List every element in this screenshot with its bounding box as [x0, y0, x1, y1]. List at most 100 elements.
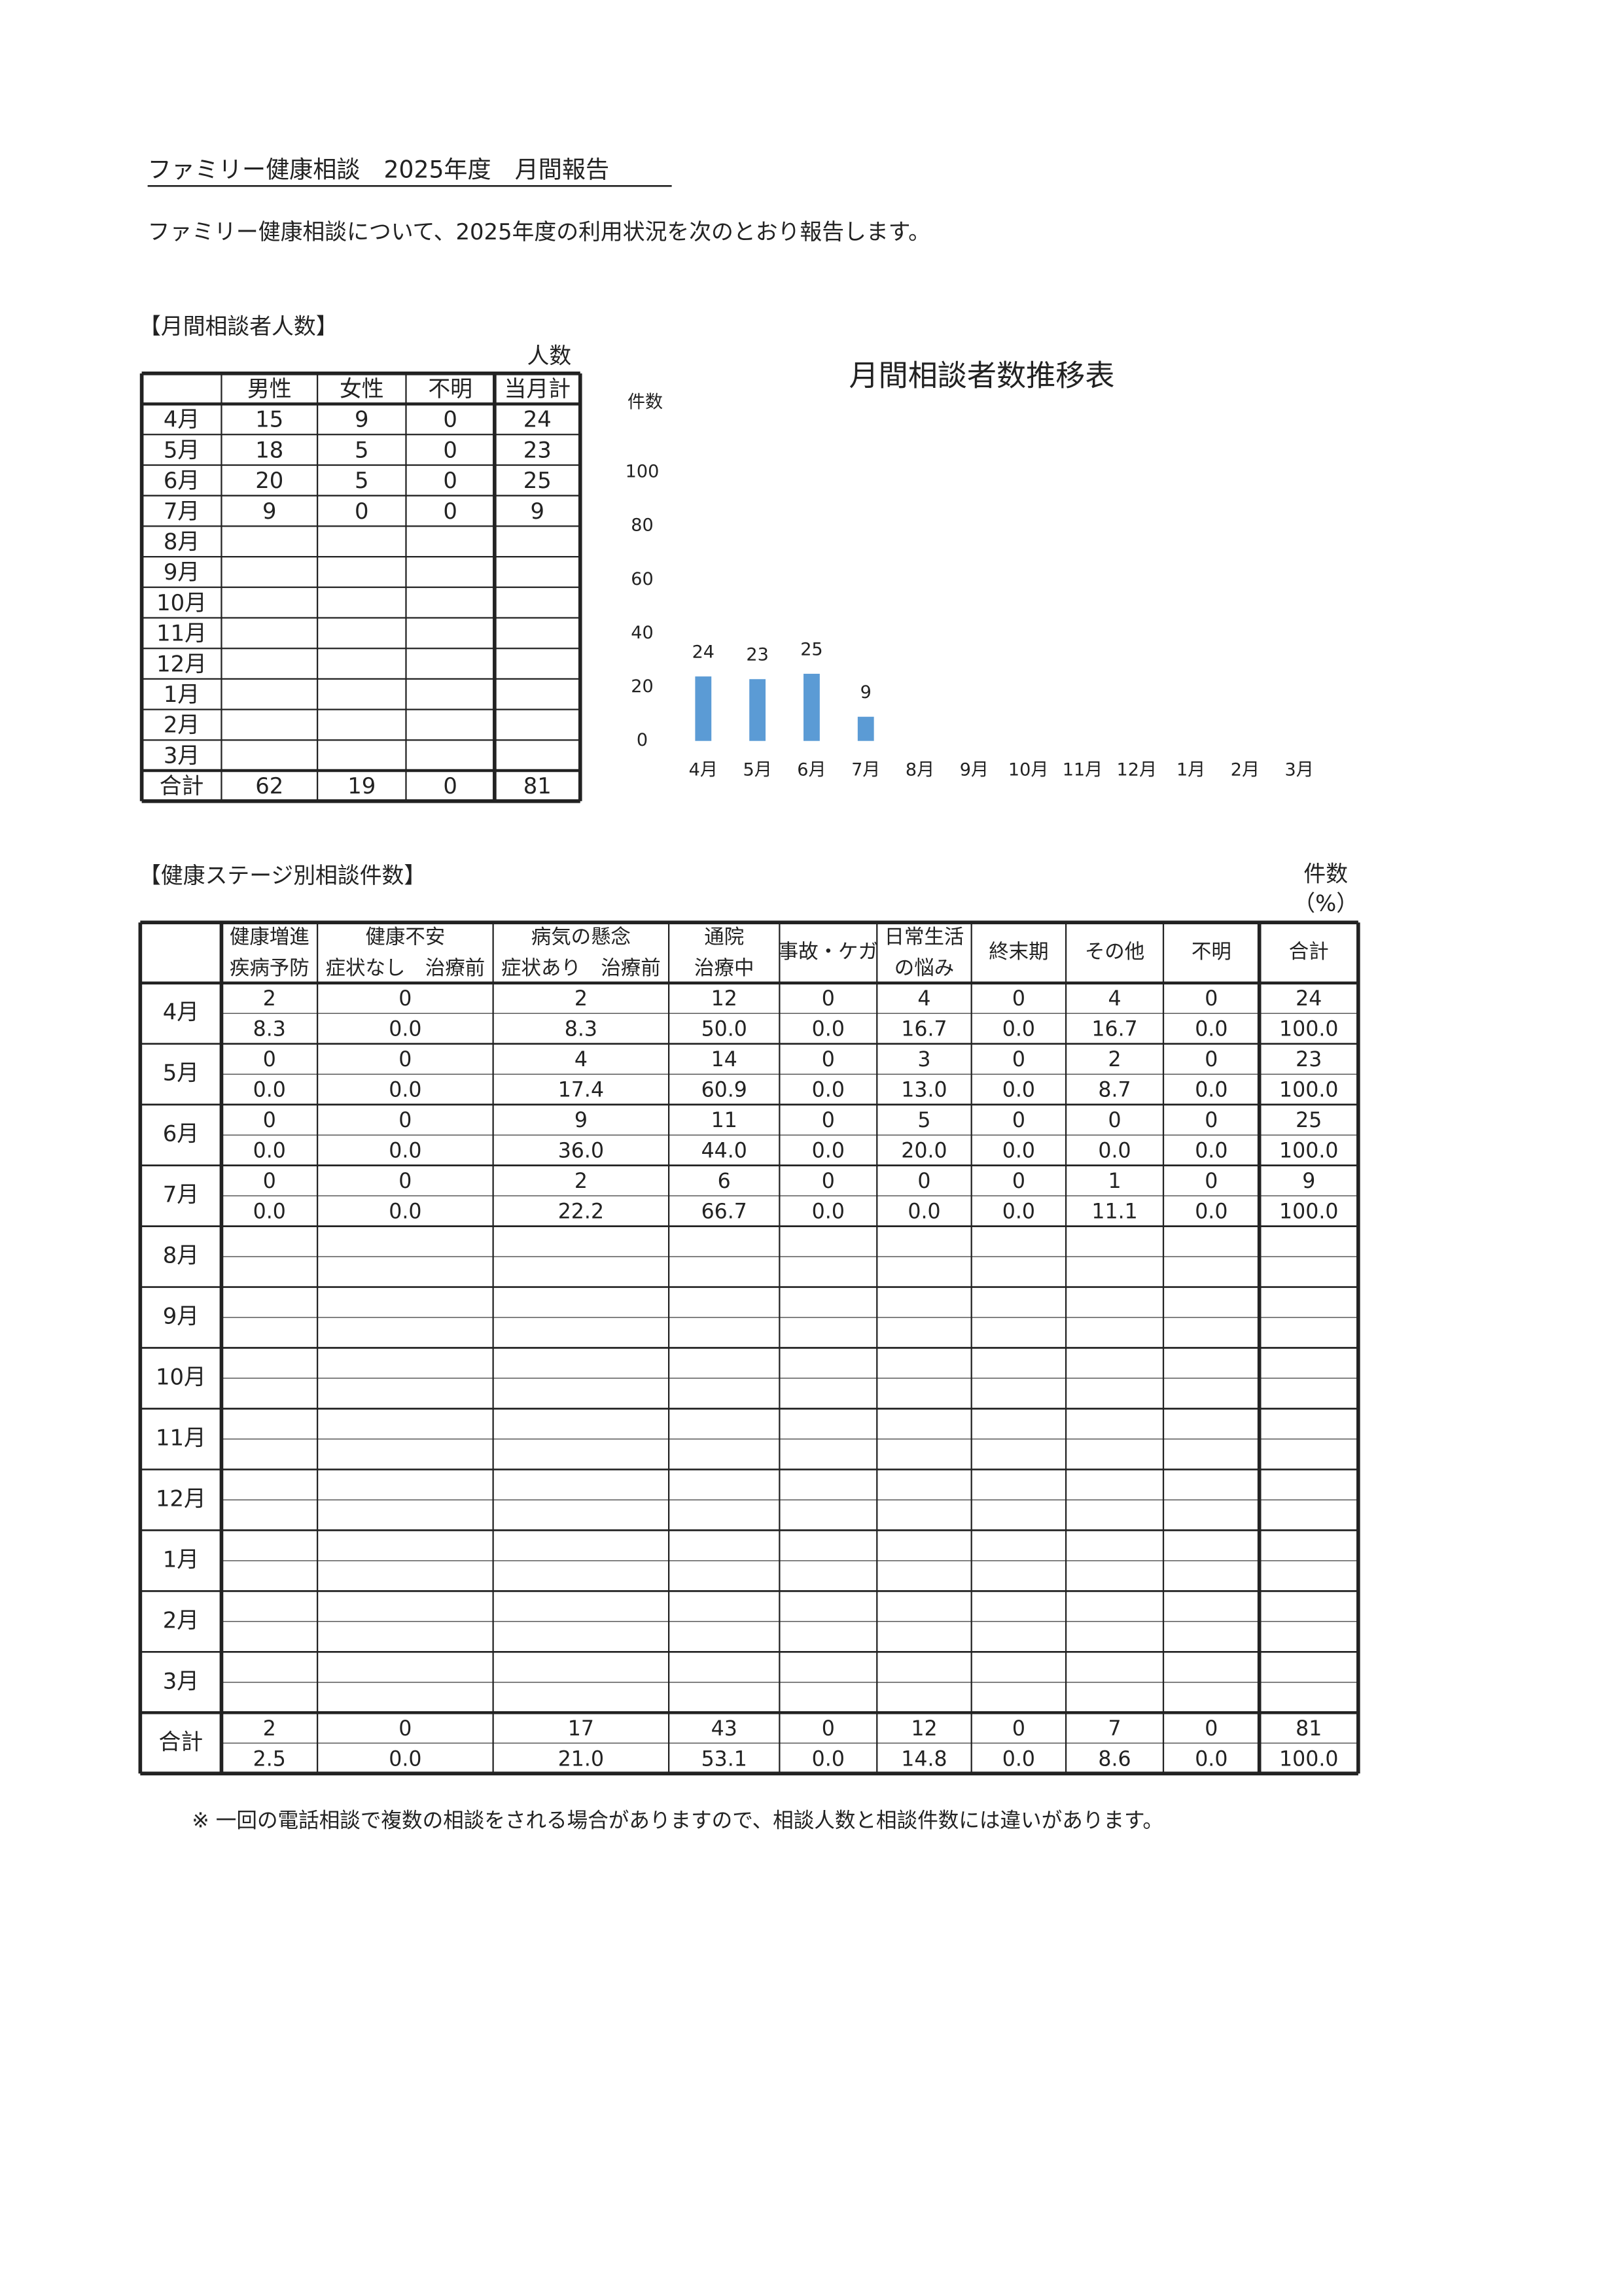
count-cell: 43: [711, 1717, 737, 1741]
percent-cell: 100.0: [1279, 1139, 1338, 1163]
column-header: 当月計: [504, 376, 571, 402]
count-cell: 0: [822, 987, 835, 1011]
column-header: 治療中: [694, 957, 754, 980]
percent-cell: 0.0: [1002, 1018, 1035, 1041]
column-header: 男性: [247, 376, 292, 402]
cell: 9: [262, 498, 277, 524]
count-cell: 0: [822, 1170, 835, 1193]
percent-cell: 100.0: [1279, 1747, 1338, 1771]
x-tick-label: 11月: [1063, 759, 1103, 780]
unit-label: 人数: [527, 343, 572, 369]
row-label: 7月: [164, 498, 200, 524]
cell: 0: [443, 468, 457, 493]
percent-cell: 53.1: [701, 1747, 747, 1771]
row-label: 合計: [160, 773, 204, 799]
chart-title: 月間相談者数推移表: [849, 358, 1114, 393]
row-label: 3月: [163, 1668, 199, 1694]
row-label: 5月: [163, 1060, 199, 1086]
percent-cell: 0.0: [389, 1079, 421, 1102]
section-title: 【健康ステージ別相談件数】: [139, 863, 426, 888]
cell: 0: [443, 498, 457, 524]
percent-cell: 8.6: [1098, 1747, 1131, 1771]
row-label: 8月: [163, 1243, 199, 1268]
y-tick-label: 20: [631, 676, 653, 697]
x-tick-label: 10月: [1008, 759, 1049, 780]
percent-cell: 0.0: [812, 1139, 845, 1163]
cell: 19: [347, 773, 376, 799]
count-cell: 1: [1108, 1170, 1121, 1193]
count-cell: 2: [574, 987, 588, 1011]
row-label: 3月: [164, 742, 200, 768]
percent-cell: 0.0: [1002, 1747, 1035, 1771]
count-cell: 0: [263, 1048, 276, 1071]
percent-cell: 0.0: [812, 1018, 845, 1041]
column-header: 日常生活: [885, 926, 964, 948]
percent-cell: 21.0: [558, 1747, 604, 1771]
percent-cell: 14.8: [901, 1747, 947, 1771]
column-header: 症状あり 治療前: [501, 957, 661, 980]
percent-cell: 8.3: [565, 1018, 597, 1041]
x-tick-label: 6月: [797, 759, 826, 780]
row-label: 合計: [159, 1729, 203, 1754]
column-header: 健康増進: [230, 926, 309, 948]
row-label: 6月: [163, 1121, 199, 1147]
doc-title: ファミリー健康相談 2025年度 月間報告: [148, 156, 609, 184]
data-label: 23: [746, 645, 768, 665]
count-cell: 4: [1108, 987, 1121, 1011]
count-cell: 12: [911, 1717, 937, 1741]
y-tick-label: 80: [631, 515, 653, 536]
percent-cell: 0.0: [1195, 1747, 1227, 1771]
percent-cell: 44.0: [701, 1139, 747, 1163]
cell: 0: [355, 498, 369, 524]
column-header: 事故・ケガ: [779, 941, 878, 964]
column-header: 症状なし 治療前: [326, 957, 485, 980]
percent-cell: 0.0: [1195, 1200, 1227, 1224]
row-label: 11月: [156, 621, 207, 646]
column-header: 不明: [428, 376, 472, 402]
percent-cell: 22.2: [558, 1200, 604, 1224]
row-label: 1月: [164, 682, 200, 707]
percent-cell: 0.0: [1195, 1139, 1227, 1163]
count-cell: 5: [917, 1109, 930, 1132]
cell: 23: [523, 437, 552, 462]
percent-cell: 50.0: [701, 1018, 747, 1041]
count-cell: 0: [1205, 987, 1218, 1011]
x-tick-label: 1月: [1176, 759, 1205, 780]
count-cell: 0: [398, 1109, 412, 1132]
percent-cell: 0.0: [389, 1747, 421, 1771]
count-cell: 9: [1302, 1170, 1315, 1193]
percent-cell: 0.0: [1002, 1200, 1035, 1224]
count-cell: 12: [711, 987, 737, 1011]
percent-cell: 0.0: [1195, 1018, 1227, 1041]
count-cell: 0: [1012, 1170, 1025, 1193]
x-tick-label: 2月: [1231, 759, 1260, 780]
count-cell: 0: [1205, 1048, 1218, 1071]
row-label: 10月: [156, 1364, 206, 1389]
percent-cell: 0.0: [1098, 1139, 1131, 1163]
count-cell: 9: [574, 1109, 588, 1132]
count-cell: 0: [1108, 1109, 1121, 1132]
percent-cell: 0.0: [389, 1200, 421, 1224]
footnote: ※ 一回の電話相談で複数の相談をされる場合がありますので、相談人数と相談件数には…: [192, 1809, 1163, 1832]
intro: ファミリー健康相談について、2025年度の利用状況を次のとおり報告します。: [148, 219, 930, 245]
count-cell: 11: [711, 1109, 737, 1132]
percent-cell: 0.0: [253, 1200, 286, 1224]
cell: 9: [531, 498, 545, 524]
count-cell: 0: [1012, 1109, 1025, 1132]
row-label: 10月: [156, 590, 207, 616]
x-tick-label: 4月: [689, 759, 718, 780]
percent-cell: 0.0: [389, 1018, 421, 1041]
column-header: その他: [1085, 941, 1144, 964]
row-label: 8月: [164, 529, 200, 555]
data-label: 9: [860, 682, 872, 703]
percent-cell: 0.0: [812, 1200, 845, 1224]
percent-cell: 13.0: [901, 1079, 947, 1102]
count-cell: 3: [917, 1048, 930, 1071]
percent-cell: 0.0: [1002, 1079, 1035, 1102]
cell: 15: [255, 407, 283, 432]
bar: [749, 679, 766, 741]
percent-cell: 0.0: [908, 1200, 940, 1224]
count-cell: 0: [1205, 1170, 1218, 1193]
